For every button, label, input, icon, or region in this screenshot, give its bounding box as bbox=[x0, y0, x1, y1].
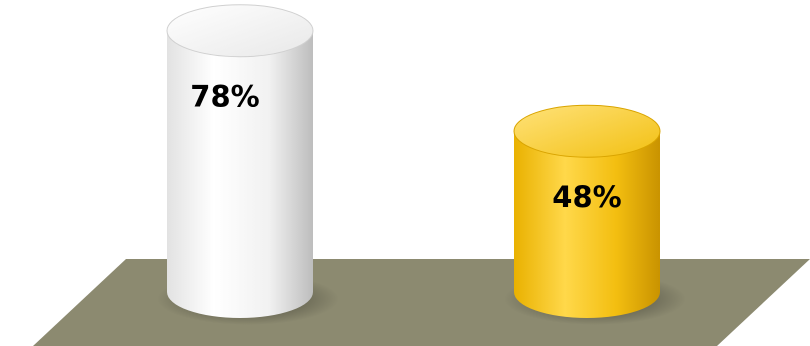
bar-value-label: 78% bbox=[190, 80, 259, 114]
bar-cylinder-body bbox=[167, 30, 313, 318]
bars-group: 78% 48% bbox=[157, 4, 686, 325]
bar-cylinder-top bbox=[166, 4, 314, 58]
bar-cylinder-body bbox=[514, 131, 660, 318]
bar-value-label: 48% bbox=[552, 180, 621, 214]
chart-floor bbox=[33, 259, 810, 346]
bar-cylinder-top bbox=[513, 104, 661, 158]
